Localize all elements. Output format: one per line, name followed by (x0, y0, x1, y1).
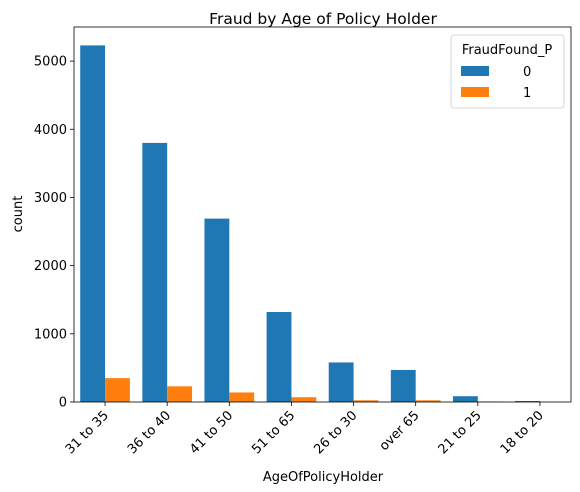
bar-1-36-to-40 (167, 386, 193, 402)
legend-title: FraudFound_P (462, 43, 553, 58)
plot-frame (73, 26, 572, 403)
legend: FraudFound_P 0 1 (450, 34, 565, 109)
y-tick-label: 0 (59, 396, 67, 411)
y-tick-label: 2000 (34, 259, 67, 274)
bar-1-31-to-35 (105, 378, 130, 402)
bar-0-21-to-25 (452, 396, 478, 402)
legend-swatch-0 (461, 66, 489, 76)
bar-1-over-65 (415, 400, 441, 402)
x-tick-label: 51 to 65 (249, 408, 298, 457)
y-tick-label: 5000 (34, 55, 67, 70)
bar-0-51-to-65 (266, 312, 292, 402)
legend-label-1: 1 (523, 86, 531, 101)
y-tick-label: 1000 (34, 327, 67, 342)
x-tick-label: 31 to 35 (63, 408, 112, 457)
bar-0-over-65 (390, 369, 416, 402)
x-tick-label: over 65 (377, 408, 423, 454)
y-tick-label: 4000 (34, 123, 67, 138)
x-tick-label: 41 to 50 (187, 408, 236, 457)
bar-0-41-to-50 (204, 218, 230, 402)
bars (80, 45, 540, 403)
bar-0-18-to-20 (515, 400, 540, 402)
bar-0-26-to-30 (328, 362, 354, 402)
legend-swatch-1 (461, 87, 489, 97)
x-tick-label: 21 to 25 (436, 408, 485, 457)
bar-1-51-to-65 (291, 397, 317, 402)
y-axis-ticks: 0 1000 2000 3000 4000 5000 (34, 55, 74, 411)
x-tick-label: 36 to 40 (125, 408, 174, 457)
x-axis-label: AgeOfPolicyHolder (263, 470, 384, 485)
bar-0-31-to-35 (80, 45, 106, 403)
bar-0-36-to-40 (142, 142, 168, 402)
x-tick-label: 26 to 30 (311, 408, 360, 457)
bar-1-26-to-30 (353, 400, 379, 402)
x-tick-label: 18 to 20 (498, 408, 547, 457)
x-axis-ticks: 31 to 35 36 to 40 41 to 50 51 to 65 26 to 30… (63, 402, 547, 457)
chart-title: Fraud by Age of Policy Holder (209, 10, 437, 28)
legend-label-0: 0 (523, 65, 531, 80)
y-axis-label: count (11, 196, 26, 233)
y-tick-label: 3000 (34, 191, 67, 206)
bar-1-41-to-50 (229, 392, 255, 402)
